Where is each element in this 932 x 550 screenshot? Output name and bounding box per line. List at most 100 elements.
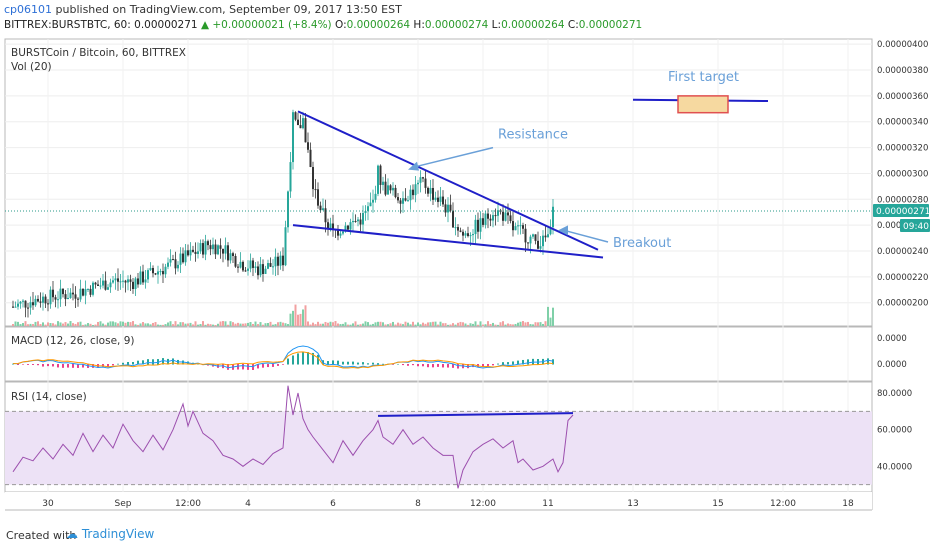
candle-body (394, 187, 397, 198)
candle-body (44, 296, 47, 304)
candle-body (132, 281, 134, 289)
volume-bar (429, 322, 432, 326)
support-trendline[interactable] (292, 224, 604, 259)
volume-bar (17, 321, 19, 326)
volume-bar (259, 322, 262, 326)
candle-body (379, 165, 382, 185)
candle-body (357, 219, 359, 222)
volume-bar (394, 324, 397, 326)
volume-bar (154, 322, 157, 326)
candle-body (524, 228, 527, 243)
candle-body (294, 112, 297, 120)
candle-body (484, 213, 487, 225)
volume-bar (322, 323, 324, 326)
volume-bar (432, 321, 434, 326)
candle-body (147, 270, 149, 280)
macd-hist-bar (132, 361, 134, 365)
macd-hist-bar (427, 364, 429, 368)
price-pane[interactable] (4, 38, 873, 327)
target-box[interactable] (677, 95, 729, 114)
time-axis[interactable] (5, 492, 872, 510)
macd-hist-bar (492, 364, 494, 366)
volume-bar (527, 321, 529, 326)
tradingview-logo-icon[interactable]: ☁ TradingView (66, 527, 155, 541)
volume-bar (374, 322, 377, 326)
rsi-tick-label: 40.0000 (877, 462, 912, 472)
volume-bar (529, 324, 532, 326)
time-axis-ticks: 30 Sep 12:00 4 6 8 12:00 11 13 15 12:00 18 (42, 499, 854, 509)
first-target-label: First target (668, 70, 739, 85)
time-tick-label: 6 (330, 499, 336, 509)
volume-bar (507, 323, 509, 326)
volume-bar (409, 324, 412, 326)
rsi-divergence-line[interactable] (377, 412, 574, 417)
volume-bar (489, 324, 492, 326)
time-tick-label: 4 (245, 499, 251, 509)
time-tick-label: 11 (542, 499, 553, 509)
volume-bar (364, 321, 367, 326)
author-link[interactable]: cp06101 (4, 3, 53, 16)
candle-body (242, 261, 244, 271)
macd-hist-bar (342, 361, 344, 365)
price-tick-label: 0.00000300 (877, 169, 928, 179)
volume-bar (307, 321, 309, 326)
candle-body (479, 218, 482, 232)
candle-body (459, 230, 462, 232)
candle-body (92, 282, 94, 295)
price-tick-label: 0.00000400 (877, 40, 928, 50)
candle-body (322, 208, 324, 211)
countdown-badge (900, 218, 930, 232)
candle-body (197, 251, 199, 254)
macd-hist-bar (392, 364, 394, 365)
rsi-tick-label: 60.0000 (877, 426, 912, 436)
macd-hist-bar (62, 364, 64, 368)
price-axis[interactable] (872, 39, 930, 492)
candle-body (537, 240, 539, 249)
price-tick-label: 0.00000340 (877, 118, 928, 128)
macd-hist-bar (17, 364, 19, 366)
candle-body (162, 271, 164, 275)
candle-body (24, 300, 27, 308)
macd-hist-bar (522, 359, 524, 365)
candle-body (127, 279, 129, 283)
chart-area[interactable]: First target Resistance Breakout BURSTCo… (0, 36, 932, 520)
volume-bar (199, 324, 202, 326)
volume-bar (452, 323, 454, 326)
candle-body (429, 187, 432, 194)
volume-bar (172, 324, 174, 326)
candle-body (179, 253, 182, 265)
candle-body (182, 253, 184, 263)
volume-bar (97, 321, 99, 326)
macd-hist-bar (262, 364, 264, 368)
volume-bar (274, 324, 277, 326)
chart-header: cp06101 published on TradingView.com, Se… (0, 0, 932, 36)
volume-bar (324, 321, 327, 326)
candle-body (52, 289, 54, 298)
volume-bar (232, 322, 234, 326)
candle-body (64, 294, 67, 300)
breakout-arrowhead-icon (558, 225, 568, 236)
candle-body (494, 215, 497, 217)
candle-body (227, 245, 229, 261)
volume-bar (329, 321, 332, 326)
macd-hist-bar (172, 358, 174, 365)
macd-hist-bar (507, 362, 509, 365)
candle-body (137, 278, 139, 285)
volume-bar (404, 321, 407, 326)
volume-bar (467, 324, 469, 326)
volume-bar (354, 321, 357, 326)
volume-bar (334, 321, 337, 326)
volume-bar (112, 321, 114, 326)
resistance-trendline[interactable] (297, 110, 599, 251)
volume-bar (202, 321, 204, 326)
candle-body (79, 288, 82, 300)
breakout-arrow-icon (563, 229, 609, 243)
candle-body (279, 255, 282, 266)
candle-body (239, 261, 242, 268)
candle-body (37, 298, 39, 302)
macd-hist-bar (317, 354, 319, 365)
macd-hist-bar (407, 364, 409, 366)
macd-pane[interactable] (4, 326, 873, 382)
macd-hist-bar (432, 364, 434, 368)
candle-body (154, 273, 157, 275)
